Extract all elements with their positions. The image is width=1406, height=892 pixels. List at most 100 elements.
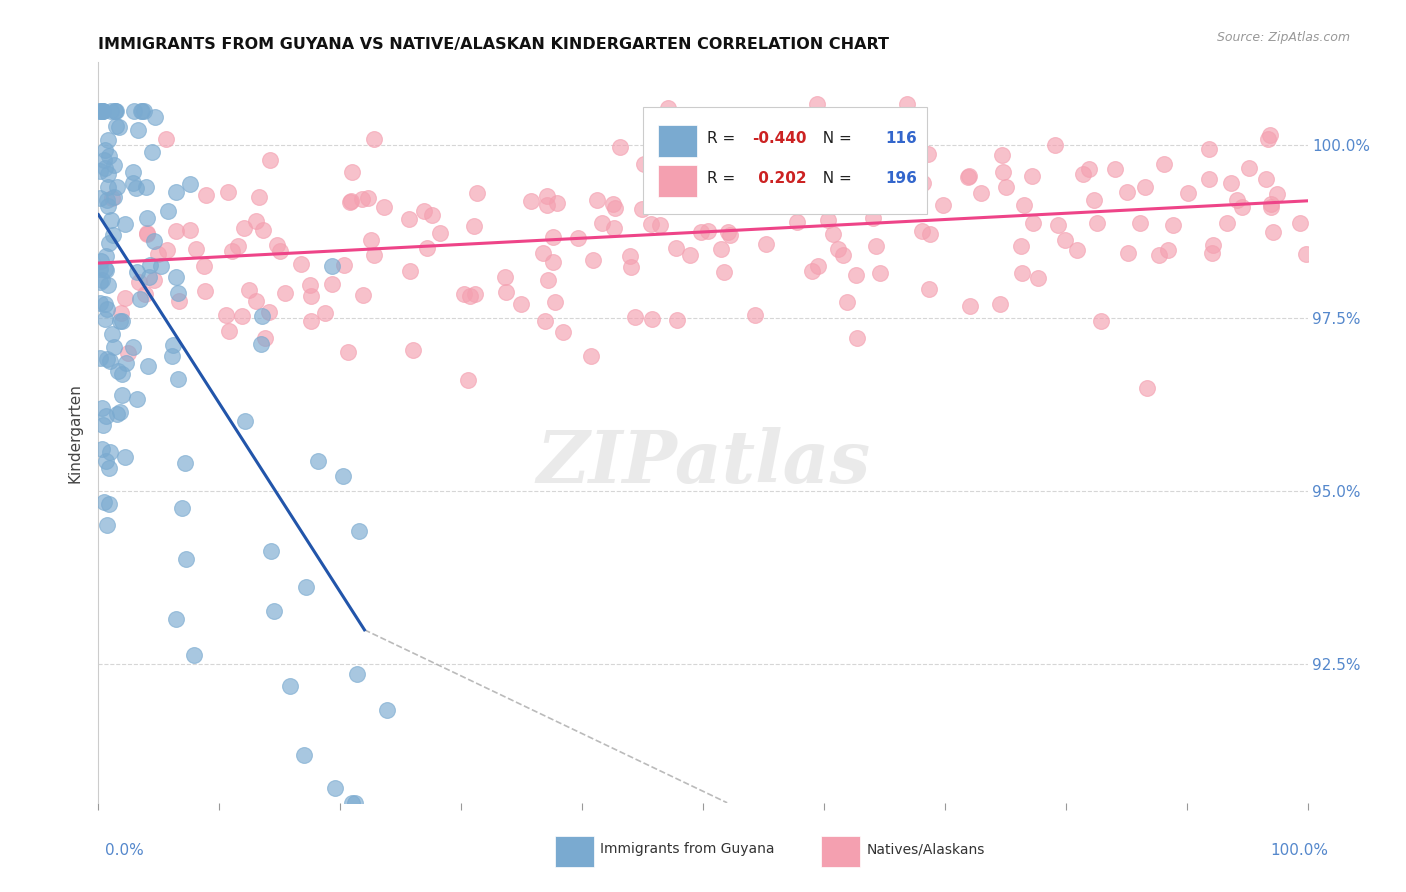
Point <box>827 242 849 256</box>
Point <box>321 277 343 291</box>
Point <box>402 343 425 358</box>
Point <box>398 264 420 278</box>
Point <box>696 224 718 238</box>
Point <box>1045 137 1067 152</box>
Point <box>89 296 111 310</box>
Point <box>754 184 776 198</box>
Point <box>96 249 118 263</box>
Point <box>1012 198 1035 212</box>
Point <box>896 170 918 185</box>
Point <box>641 312 664 326</box>
Point <box>155 132 177 146</box>
Point <box>174 552 197 566</box>
Point <box>129 103 152 118</box>
Point <box>1215 216 1237 230</box>
Point <box>238 283 260 297</box>
Point <box>110 368 132 382</box>
Point <box>579 349 602 363</box>
Point <box>821 227 844 242</box>
Point <box>96 302 118 317</box>
Point <box>247 190 270 204</box>
Point <box>1011 266 1033 280</box>
Point <box>122 103 145 118</box>
Point <box>125 181 148 195</box>
Point <box>194 188 217 202</box>
Text: 196: 196 <box>886 171 918 186</box>
Point <box>141 145 163 160</box>
Point <box>801 264 824 278</box>
Point <box>457 373 479 387</box>
Point <box>1129 216 1152 230</box>
Point <box>845 268 868 282</box>
Point <box>183 648 205 663</box>
Point <box>89 275 111 289</box>
Point <box>413 203 436 218</box>
Point <box>100 327 122 342</box>
Point <box>89 103 111 118</box>
Point <box>156 244 179 258</box>
Point <box>991 165 1014 179</box>
Point <box>1104 161 1126 176</box>
Point <box>290 257 312 271</box>
Point <box>465 186 488 200</box>
Point <box>375 703 398 717</box>
Point <box>215 308 238 322</box>
Point <box>333 258 356 272</box>
Point <box>114 291 136 305</box>
Text: 100.0%: 100.0% <box>1271 843 1329 858</box>
Point <box>344 796 367 810</box>
Point <box>1066 244 1088 258</box>
Point <box>1258 128 1281 143</box>
Point <box>107 363 129 377</box>
Point <box>90 401 112 415</box>
Point <box>193 259 215 273</box>
Point <box>1202 238 1225 252</box>
Point <box>94 143 117 157</box>
Point <box>233 414 256 428</box>
Point <box>173 456 195 470</box>
Point <box>165 611 187 625</box>
Point <box>536 188 558 202</box>
Point <box>135 180 157 194</box>
Point <box>602 197 624 211</box>
Point <box>301 314 323 328</box>
Point <box>259 304 281 318</box>
Point <box>98 445 121 459</box>
Point <box>1022 216 1045 230</box>
Point <box>138 359 160 373</box>
Point <box>165 224 187 238</box>
Point <box>94 297 117 311</box>
Text: 116: 116 <box>886 131 917 146</box>
Point <box>1201 245 1223 260</box>
Point <box>93 495 115 509</box>
Point <box>990 148 1012 162</box>
Point <box>1226 193 1249 207</box>
Point <box>340 165 363 179</box>
Point <box>853 150 876 164</box>
Point <box>609 140 631 154</box>
Point <box>995 179 1018 194</box>
Point <box>543 230 565 244</box>
Point <box>807 259 830 273</box>
Point <box>837 294 859 309</box>
Point <box>278 680 301 694</box>
Point <box>806 97 828 112</box>
Point <box>122 165 145 179</box>
Point <box>167 285 190 300</box>
Point <box>121 340 143 354</box>
Point <box>657 147 679 161</box>
Point <box>149 259 172 273</box>
Point <box>117 346 139 360</box>
Point <box>689 225 711 239</box>
Point <box>96 263 118 277</box>
Point <box>97 277 120 292</box>
Point <box>252 309 274 323</box>
Point <box>143 110 166 124</box>
Point <box>179 223 201 237</box>
Point <box>1265 187 1288 202</box>
Point <box>755 236 778 251</box>
Point <box>134 287 156 301</box>
Point <box>97 133 120 147</box>
Point <box>89 191 111 205</box>
Point <box>340 796 363 810</box>
